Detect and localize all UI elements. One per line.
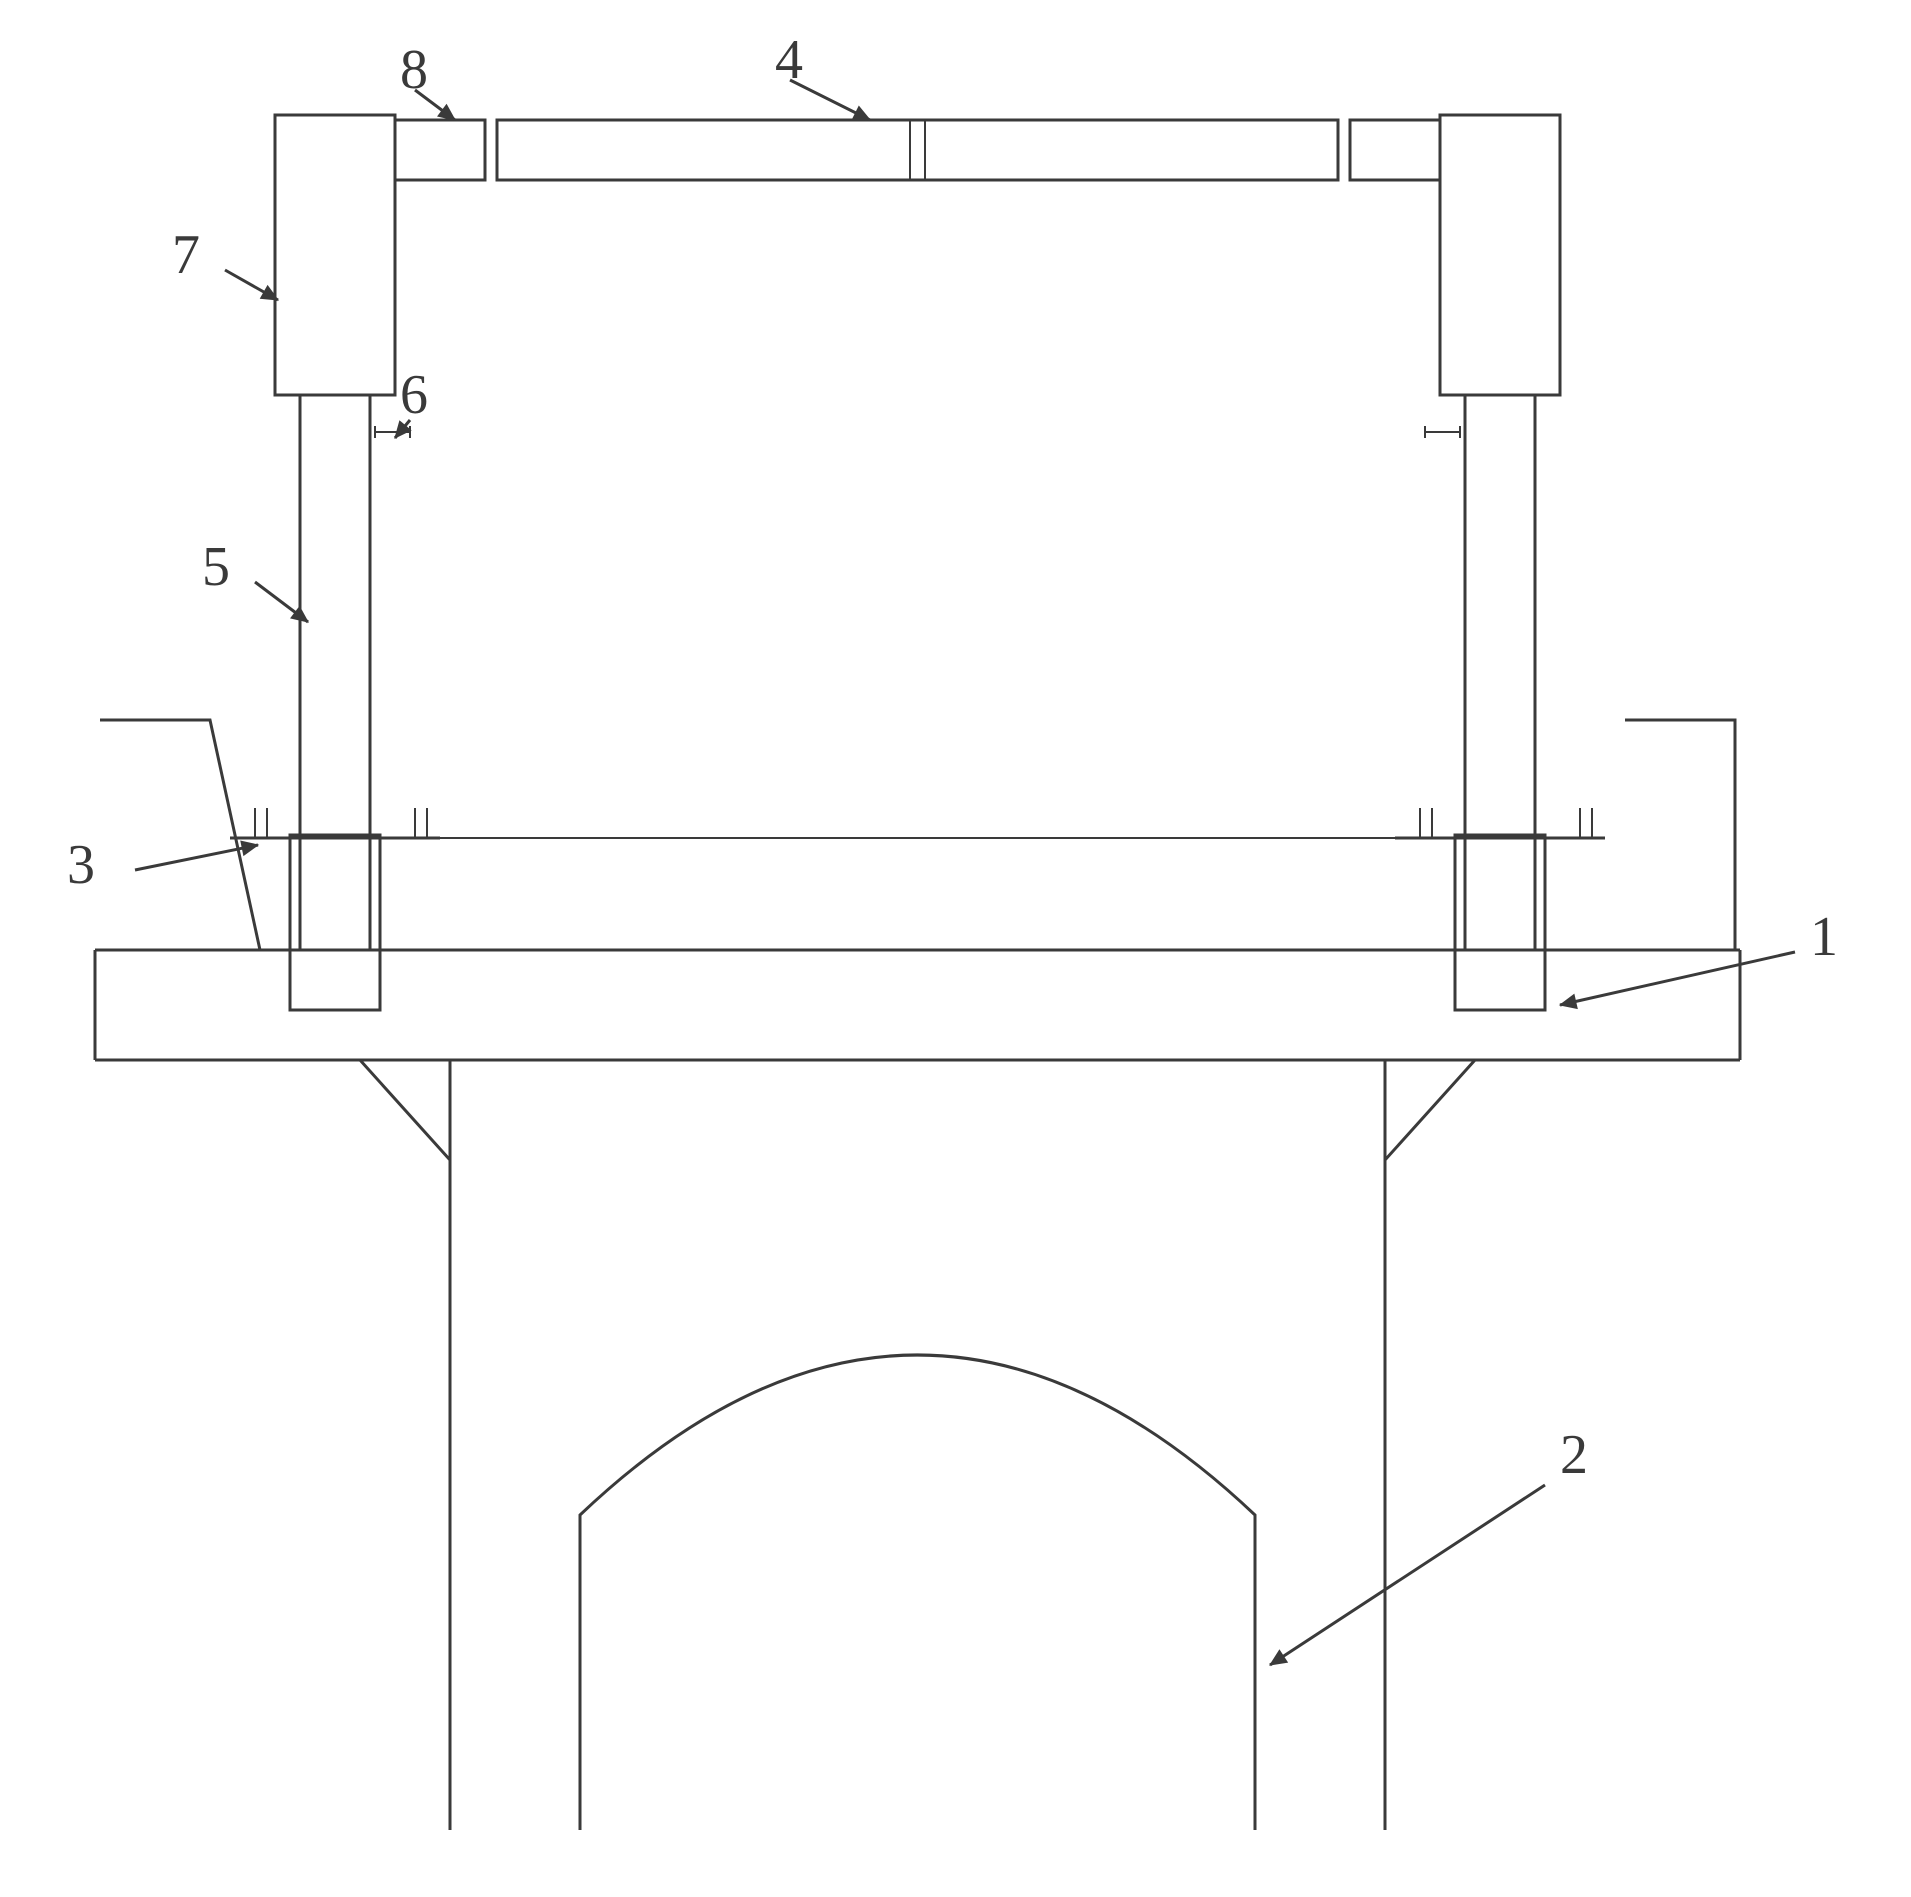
- callout-label-3: 3: [67, 834, 95, 896]
- callout-label-7: 7: [172, 224, 200, 286]
- callout-label-5: 5: [202, 536, 230, 598]
- callout-label-6: 6: [400, 364, 428, 426]
- callout-label-4: 4: [775, 29, 803, 91]
- callout-label-8: 8: [400, 39, 428, 101]
- callout-label-2: 2: [1560, 1424, 1588, 1486]
- callout-label-1: 1: [1810, 906, 1838, 968]
